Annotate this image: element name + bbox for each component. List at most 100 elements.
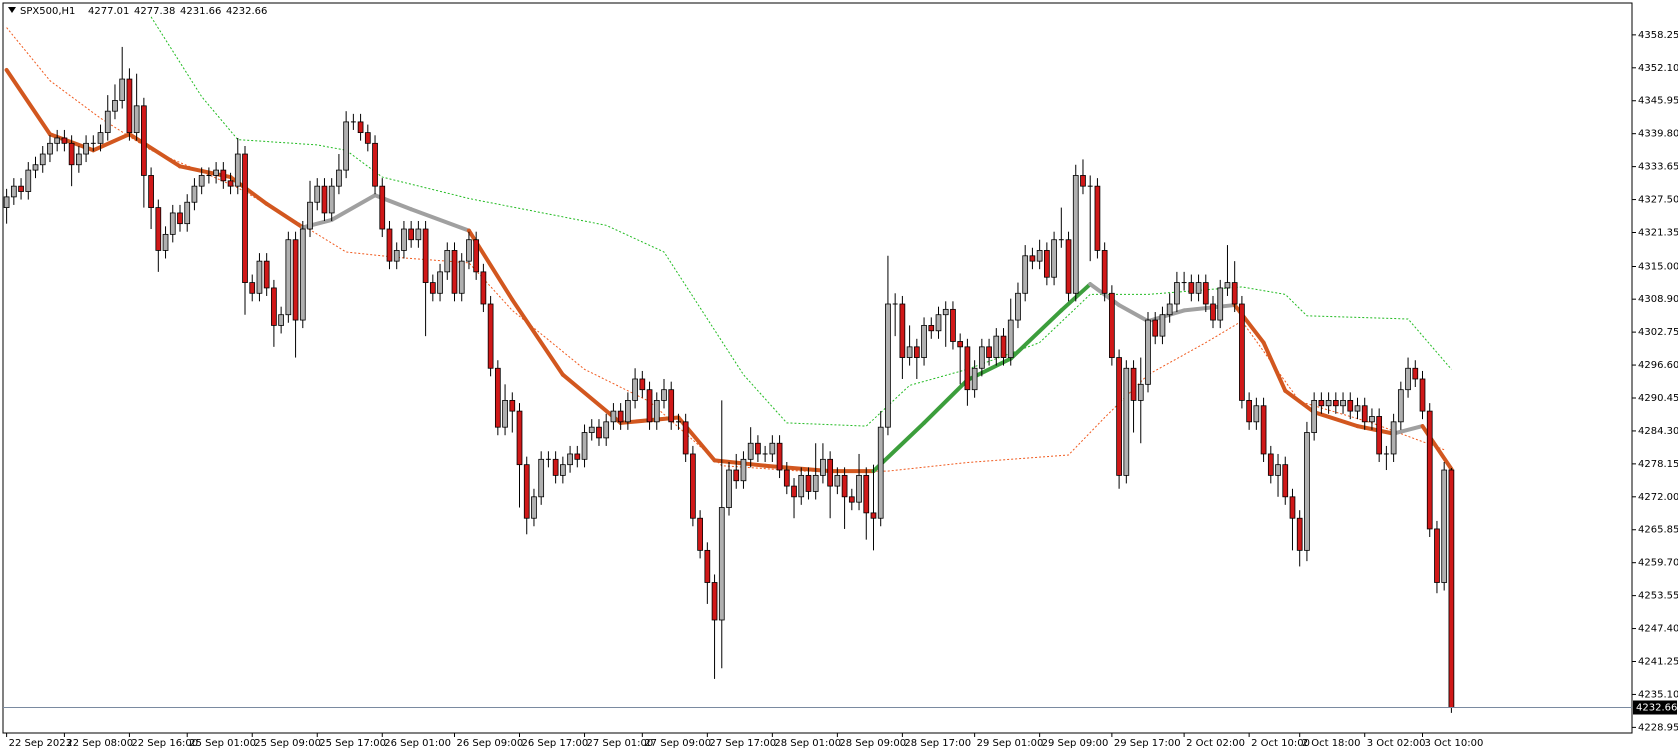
x-tick-label: 2 Oct 02:00	[1186, 738, 1245, 749]
candle-body	[632, 378, 638, 401]
candle-body	[1015, 292, 1021, 321]
candle-body	[1332, 400, 1339, 407]
x-tick-label: 27 Sep 09:00	[644, 738, 711, 749]
candle-body	[704, 549, 711, 583]
upper-band	[150, 16, 1452, 427]
candle-body	[820, 458, 826, 476]
moving-average	[1117, 303, 1150, 324]
candle-body	[921, 325, 927, 358]
y-tick-label: 4339.80	[1638, 129, 1678, 140]
candle-body	[83, 142, 89, 155]
candle-body	[653, 400, 660, 423]
candle-body	[1202, 282, 1209, 305]
candle-body	[1275, 464, 1281, 476]
candle-body	[47, 142, 53, 155]
header-close: 4232.66	[226, 6, 267, 17]
candle-body	[1304, 432, 1310, 551]
candle-body	[234, 153, 241, 187]
candle-body	[1267, 453, 1274, 476]
candle-body	[494, 367, 501, 428]
moving-average	[1355, 424, 1396, 436]
candle-body	[357, 121, 364, 134]
candle-body	[256, 260, 263, 294]
candle-body	[769, 442, 776, 455]
candle-body	[285, 239, 292, 316]
candle-body	[1101, 250, 1108, 294]
candle-body	[935, 314, 942, 332]
candle-body	[697, 517, 703, 551]
candle-body	[1007, 319, 1014, 358]
candle-body	[639, 378, 646, 391]
candle-body	[1376, 416, 1383, 455]
candle-body	[783, 469, 790, 487]
x-tick-label: 25 Sep 17:00	[319, 738, 386, 749]
candle-body	[509, 400, 516, 412]
candle-body	[328, 185, 335, 214]
x-tick-label: 27 Sep 01:00	[587, 738, 654, 749]
candle-body	[473, 239, 480, 273]
candle-body	[870, 512, 877, 519]
candle-body	[169, 212, 176, 235]
candle-body	[1239, 303, 1245, 401]
candle-body	[538, 458, 545, 498]
candle-body	[625, 400, 631, 423]
candle-body	[1289, 496, 1296, 519]
moving-average	[1182, 303, 1237, 313]
candle-body	[1441, 469, 1448, 583]
moving-average	[91, 132, 132, 153]
candle-body	[776, 442, 783, 471]
candle-body	[458, 260, 465, 294]
candle-body	[1340, 400, 1346, 407]
candle-body	[227, 180, 234, 187]
y-tick-label: 4302.75	[1638, 327, 1678, 338]
moving-average	[4, 67, 52, 137]
candle-body	[942, 308, 949, 316]
candle-body	[1051, 239, 1057, 278]
candle-body	[581, 432, 588, 460]
candle-body	[1318, 400, 1325, 407]
x-tick-label: 25 Sep 01:00	[189, 738, 256, 749]
candle-body	[1036, 250, 1043, 262]
candle-body	[661, 389, 667, 401]
candle-body	[834, 474, 841, 487]
candle-body	[950, 308, 956, 342]
moving-average	[510, 297, 565, 377]
candle-body	[928, 325, 935, 332]
candle-body	[1109, 292, 1115, 358]
candle-body	[104, 110, 111, 134]
y-tick-label: 4241.25	[1638, 656, 1678, 667]
candle-body	[1405, 367, 1411, 391]
candle-body	[1000, 335, 1007, 358]
candle-body	[863, 474, 870, 514]
candle-body	[451, 250, 458, 294]
moving-average	[1261, 340, 1288, 393]
candle-body	[213, 169, 219, 176]
candle-body	[1397, 389, 1404, 423]
candle-body	[682, 421, 689, 455]
candle-body	[646, 389, 653, 423]
candle-body	[1354, 405, 1361, 412]
candle-body	[184, 201, 191, 225]
y-tick-label: 4247.40	[1638, 624, 1678, 635]
x-tick-label: 27 Sep 17:00	[709, 738, 776, 749]
y-tick-label: 4272.00	[1638, 492, 1678, 503]
candle-body	[603, 421, 610, 439]
candle-body	[690, 453, 696, 519]
x-tick-label: 2 Oct 18:00	[1302, 738, 1361, 749]
candle-body	[1419, 378, 1426, 412]
moving-average	[409, 207, 471, 233]
candle-body	[75, 153, 82, 166]
candle-body	[1325, 400, 1332, 407]
moving-average	[127, 132, 182, 169]
y-tick-label: 4327.50	[1638, 195, 1678, 206]
menu-triangle[interactable]	[8, 7, 16, 13]
candle-body	[559, 464, 566, 476]
candle-body	[1434, 528, 1440, 583]
header-open: 4277.01	[88, 6, 129, 17]
y-tick-label: 4308.90	[1638, 294, 1678, 305]
bid-label: 4232.66	[1636, 703, 1677, 714]
x-tick-label: 22 Sep 08:00	[66, 738, 133, 749]
candle-body	[668, 389, 675, 423]
candle-body	[1311, 400, 1318, 433]
candle-body	[733, 469, 740, 482]
